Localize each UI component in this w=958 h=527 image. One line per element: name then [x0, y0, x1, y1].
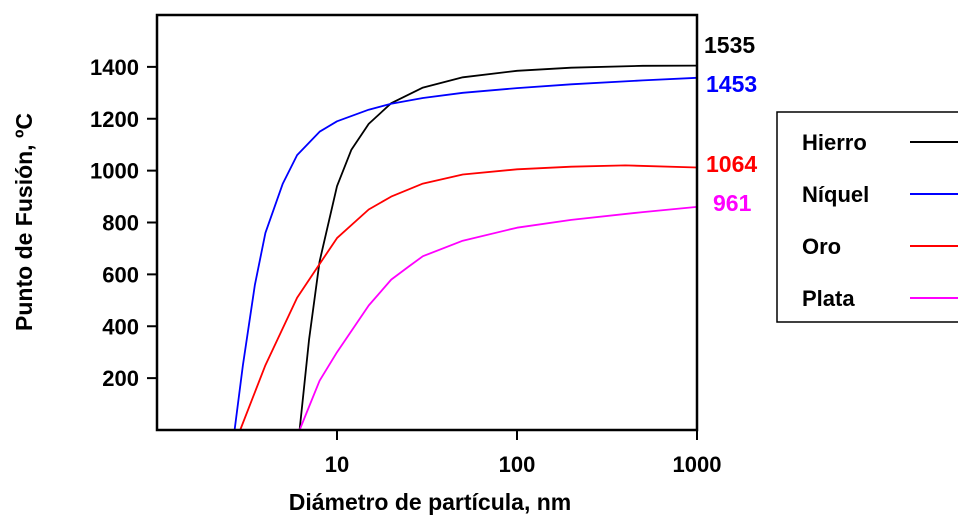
end-label-plata: 961	[713, 190, 752, 216]
x-axis-title: Diámetro de partícula, nm	[289, 489, 571, 515]
y-tick-label-1200: 1200	[90, 107, 139, 132]
series-line-plata	[298, 206, 698, 431]
ticks-layer: 200 400 600 800 1000 1200 1400 10 100 1000	[90, 55, 721, 477]
y-tick-label-1000: 1000	[90, 159, 139, 184]
plot-frame	[155, 13, 699, 432]
legend: Hierro Níquel Oro Plata	[776, 111, 958, 323]
legend-box	[776, 111, 958, 323]
y-tick-label-200: 200	[102, 366, 139, 391]
legend-label-oro: Oro	[802, 234, 841, 259]
series-line-niquel	[233, 76, 698, 431]
end-label-hierro: 1535	[704, 32, 755, 58]
series-layer	[233, 64, 698, 431]
legend-items: Hierro Níquel Oro Plata	[802, 130, 958, 311]
series-line-hierro	[298, 64, 698, 431]
y-tick-label-800: 800	[102, 211, 139, 236]
x-tick-label-10: 10	[325, 452, 349, 477]
x-tick-label-100: 100	[499, 452, 536, 477]
series-line-oro	[239, 164, 698, 431]
end-labels-layer: 1535 1453 1064 961	[704, 32, 757, 216]
y-axis-title: Punto de Fusión, ºC	[11, 113, 37, 331]
y-tick-label-400: 400	[102, 314, 139, 339]
x-tick-label-1000: 1000	[673, 452, 722, 477]
y-tick-label-600: 600	[102, 262, 139, 287]
legend-label-hierro: Hierro	[802, 130, 867, 155]
end-label-niquel: 1453	[706, 71, 757, 97]
end-label-oro: 1064	[706, 151, 757, 177]
legend-label-plata: Plata	[802, 286, 855, 311]
legend-label-niquel: Níquel	[802, 182, 869, 207]
y-tick-label-1400: 1400	[90, 55, 139, 80]
